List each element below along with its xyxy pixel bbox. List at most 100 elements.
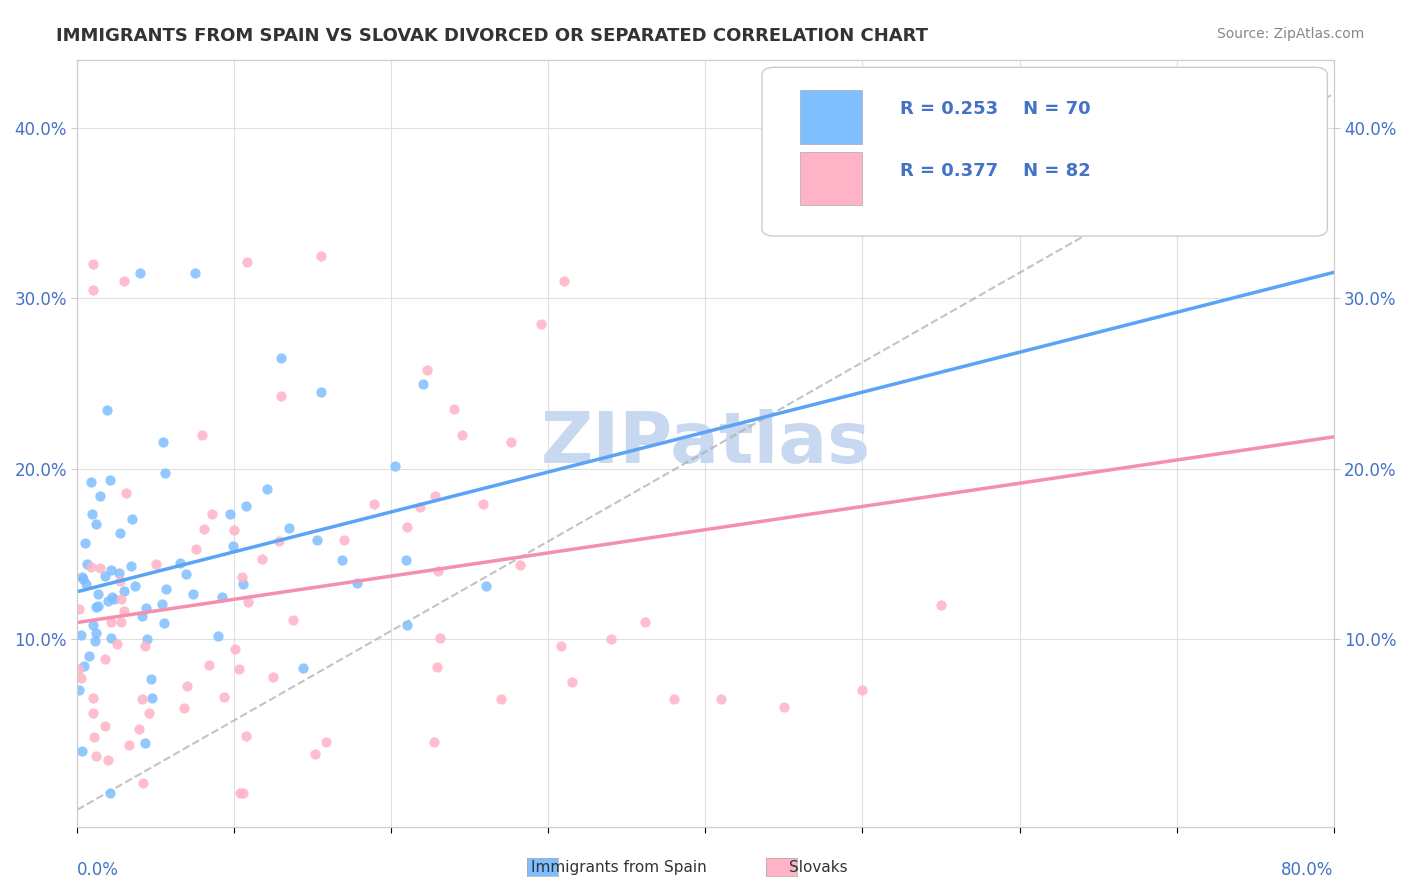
Point [110, 525, 132, 540]
Point [120, 558, 142, 573]
Point [94, 652, 117, 666]
Point [176, 679, 198, 693]
Point [174, 567, 197, 582]
Point [84, 748, 107, 763]
Point [235, 254, 257, 268]
Point [94, 719, 117, 733]
Point [83, 730, 105, 744]
Point [135, 601, 157, 615]
Point [86, 517, 108, 532]
Point [128, 723, 150, 737]
Point [395, 520, 418, 534]
Point [232, 786, 254, 800]
Point [112, 583, 135, 598]
Point [98, 786, 121, 800]
Point [94, 569, 117, 583]
Point [184, 541, 207, 556]
Point [101, 590, 124, 604]
Point [472, 497, 495, 511]
Point [103, 592, 125, 607]
Point [412, 376, 434, 391]
Point [256, 482, 278, 496]
Point [89, 560, 111, 574]
Point [499, 435, 522, 450]
Point [79, 649, 101, 664]
Point [193, 522, 215, 536]
Point [292, 661, 315, 675]
Point [315, 734, 337, 748]
Text: R = 0.377    N = 82: R = 0.377 N = 82 [900, 161, 1091, 180]
Point [491, 692, 513, 706]
Point [443, 402, 465, 417]
Point [112, 274, 135, 288]
Point [198, 658, 221, 673]
FancyBboxPatch shape [800, 152, 862, 205]
Point [235, 729, 257, 743]
Point [509, 558, 531, 572]
Point [416, 363, 439, 377]
Point [100, 632, 122, 646]
Point [309, 249, 332, 263]
Point [129, 266, 152, 280]
Point [67, 682, 90, 697]
Point [281, 613, 304, 627]
Point [231, 570, 253, 584]
Text: Immigrants from Spain: Immigrants from Spain [531, 861, 707, 875]
Point [87, 599, 110, 614]
Point [75, 576, 97, 591]
Point [395, 553, 418, 567]
Point [333, 533, 356, 548]
Point [561, 674, 583, 689]
Point [84, 599, 107, 614]
Point [212, 690, 235, 704]
Point [211, 590, 233, 604]
Point [155, 466, 177, 480]
Point [141, 690, 163, 705]
Point [201, 508, 224, 522]
Point [72, 658, 94, 673]
Point [409, 500, 432, 514]
Point [169, 556, 191, 570]
Point [100, 563, 122, 577]
Point [138, 706, 160, 721]
Point [70, 671, 93, 685]
Point [550, 639, 572, 653]
Point [929, 598, 952, 612]
Point [67, 662, 90, 676]
Text: Slovaks: Slovaks [789, 861, 848, 875]
Text: 80.0%: 80.0% [1281, 862, 1334, 880]
Point [529, 317, 551, 331]
Point [396, 618, 419, 632]
Point [69, 627, 91, 641]
Point [87, 586, 110, 600]
Point [96, 402, 118, 417]
Point [107, 566, 129, 580]
Point [270, 389, 292, 403]
Text: R = 0.253    N = 70: R = 0.253 N = 70 [900, 101, 1091, 119]
Point [207, 629, 229, 643]
Point [710, 692, 733, 706]
Point [232, 577, 254, 591]
Point [235, 500, 257, 514]
Point [1133, 87, 1156, 101]
Point [131, 692, 153, 706]
Point [330, 553, 353, 567]
FancyBboxPatch shape [800, 90, 862, 144]
Point [423, 489, 446, 503]
Point [108, 574, 131, 588]
Point [222, 523, 245, 537]
Point [278, 521, 301, 535]
Point [662, 692, 685, 706]
Point [474, 579, 496, 593]
Point [250, 551, 273, 566]
FancyBboxPatch shape [762, 67, 1327, 236]
Point [633, 615, 655, 630]
Point [67, 602, 90, 616]
Point [427, 564, 450, 578]
Point [82, 706, 104, 721]
Point [181, 587, 204, 601]
Point [152, 434, 174, 449]
Point [134, 736, 156, 750]
Point [145, 557, 167, 571]
Point [262, 670, 284, 684]
